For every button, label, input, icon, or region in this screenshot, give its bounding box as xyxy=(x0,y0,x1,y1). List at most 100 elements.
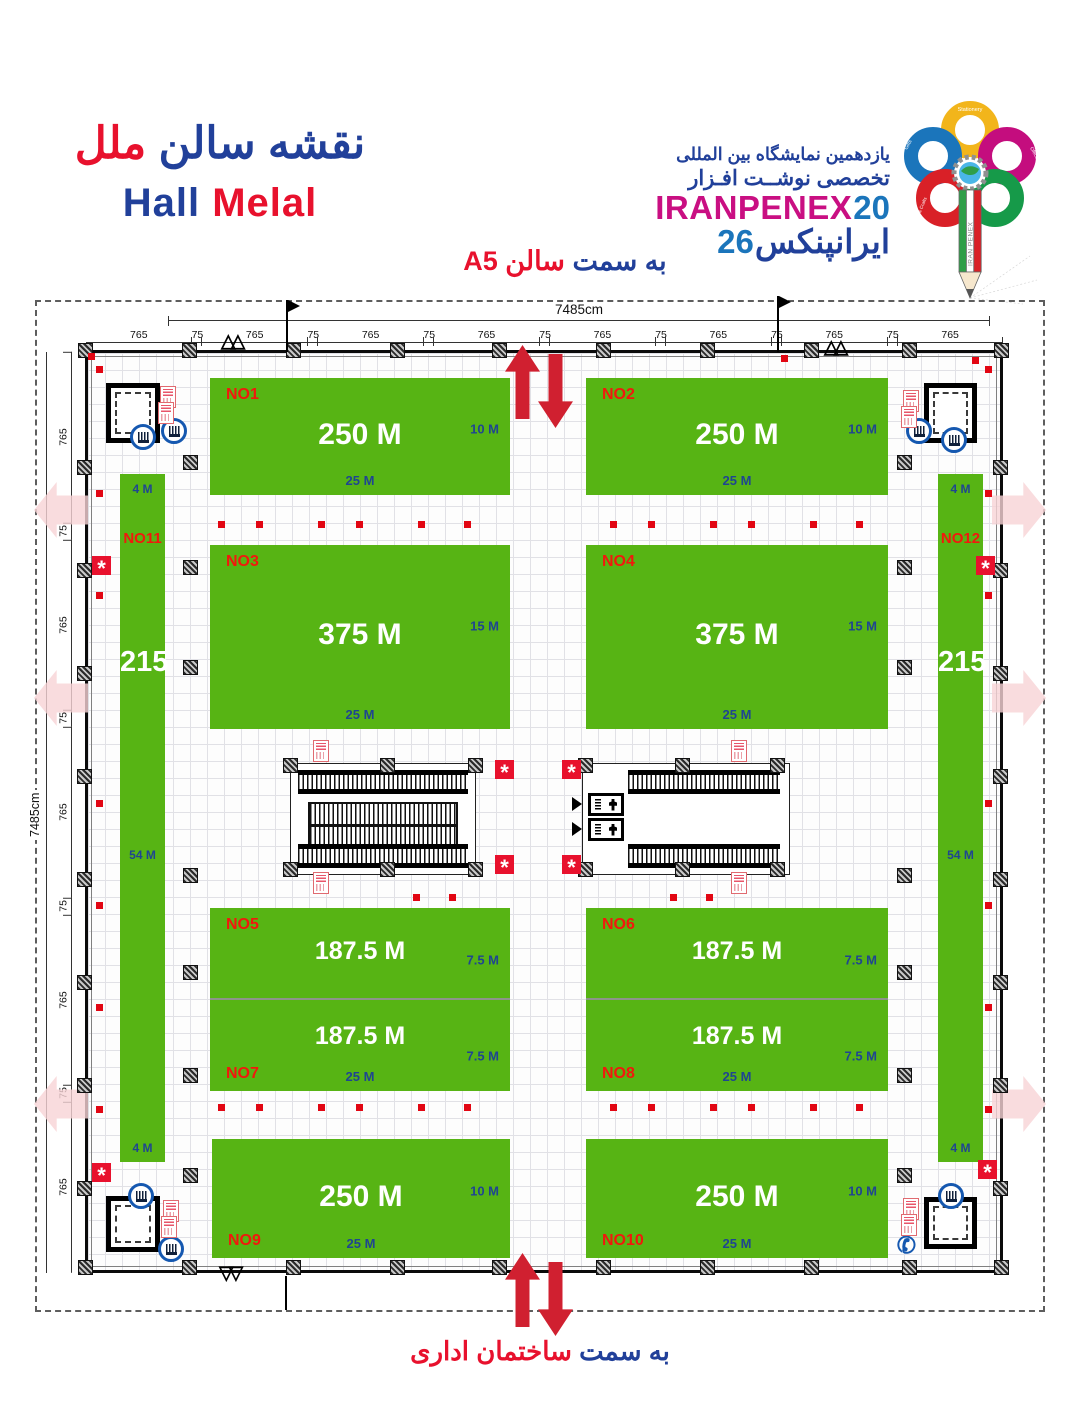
booth-number: NO1 xyxy=(226,386,259,403)
floor-marker-dot xyxy=(856,521,863,528)
booth-area: 187.5 M xyxy=(691,1021,783,1050)
strip-length-dim: 54 M xyxy=(129,848,156,862)
booth-no10[interactable]: NO10 250 M 10 M 25 M xyxy=(586,1139,888,1258)
fire-extinguisher-sign xyxy=(731,740,747,762)
floor-marker-dot xyxy=(88,353,95,360)
floor-marker-dot xyxy=(318,521,325,528)
direction-top-part1: به سمت xyxy=(572,246,667,276)
dim-label: 765 xyxy=(56,914,72,1086)
floor-marker-dot xyxy=(610,521,617,528)
floor-marker-dot xyxy=(218,521,225,528)
structural-column xyxy=(283,862,298,877)
floor-marker-dot xyxy=(218,1104,225,1111)
booth-no3[interactable]: NO3 375 M 15 M 25 M xyxy=(210,545,510,729)
structural-column xyxy=(993,769,1008,784)
booth-area: 250 M xyxy=(318,417,402,451)
dim-label: 75 xyxy=(771,329,783,346)
structural-column xyxy=(994,343,1009,358)
booth-no1[interactable]: NO1 250 M 10 M 25 M xyxy=(210,378,510,495)
booth-no5[interactable]: NO5 187.5 M 7.5 M xyxy=(210,908,510,1000)
booth-depth: 10 M xyxy=(470,421,499,437)
booth-no2[interactable]: NO2 250 M 10 M 25 M xyxy=(586,378,888,495)
service-kiosk-icon xyxy=(158,1236,184,1262)
svg-text:Stationery: Stationery xyxy=(958,107,983,113)
structural-column xyxy=(77,975,92,990)
floor-marker-dot xyxy=(985,592,992,599)
structural-column xyxy=(804,343,819,358)
floor-marker-dot xyxy=(318,1104,325,1111)
direction-bottom-part2: ساختمان اداری xyxy=(410,1336,572,1366)
svg-text:IRAN PENEX: IRAN PENEX xyxy=(968,221,975,266)
structural-column xyxy=(77,1078,92,1093)
door-icon xyxy=(221,330,240,353)
elevator-icon xyxy=(588,818,624,841)
floor-marker-dot xyxy=(710,521,717,528)
floor-marker-dot xyxy=(464,1104,471,1111)
booth-no4[interactable]: NO4 375 M 15 M 25 M xyxy=(586,545,888,729)
booth-no8[interactable]: NO8 187.5 M 7.5 M 25 M xyxy=(586,999,888,1091)
booth-no6[interactable]: NO6 187.5 M 7.5 M xyxy=(586,908,888,1000)
floor-marker-dot xyxy=(449,894,456,901)
booth-depth: 7.5 M xyxy=(844,1048,877,1064)
fire-extinguisher-sign xyxy=(313,872,329,894)
dim-label: 75 xyxy=(655,329,667,346)
booth-no7[interactable]: NO7 187.5 M 7.5 M 25 M xyxy=(210,999,510,1091)
elevator-entry-arrow-icon xyxy=(572,797,582,811)
booth-number: NO10 xyxy=(602,1232,644,1249)
fire-hose-icon xyxy=(978,1160,997,1179)
booth-area: 187.5 M xyxy=(314,1021,406,1050)
booth-number: NO5 xyxy=(226,916,259,933)
booth-no11[interactable]: 4 M NO11 215 54 M 4 M xyxy=(120,474,169,1162)
booth-width: 25 M xyxy=(722,1069,752,1084)
booth-area: 375 M xyxy=(318,617,402,651)
booth-area: 187.5 M xyxy=(314,936,406,965)
floor-marker-dot xyxy=(985,800,992,807)
arrow-up-icon xyxy=(505,1253,540,1327)
floor-marker-dot xyxy=(256,521,263,528)
booth-area: 215 xyxy=(120,646,169,678)
brand-row-latin: IRANPENEX 20 xyxy=(635,191,890,225)
structural-column xyxy=(993,1078,1008,1093)
booth-width: 25 M xyxy=(722,707,752,722)
structural-column xyxy=(993,563,1008,578)
structural-column xyxy=(183,1068,198,1083)
structural-column xyxy=(283,758,298,773)
fire-extinguisher-sign xyxy=(731,872,747,894)
structural-column xyxy=(993,872,1008,887)
booth-no9[interactable]: NO9 250 M 10 M 25 M xyxy=(212,1139,510,1258)
structural-column xyxy=(993,1181,1008,1196)
booth-depth: 10 M xyxy=(848,1183,877,1199)
floor-marker-dot xyxy=(670,894,677,901)
title-fa-part1: نقشه سالن xyxy=(158,119,366,168)
booth-width: 25 M xyxy=(722,473,752,488)
floor-marker-dot xyxy=(810,521,817,528)
structural-column xyxy=(994,1260,1009,1275)
booth-depth: 7.5 M xyxy=(466,1048,499,1064)
iranpenex-logo: یازدهمین نمایشگاه بین المللی تخصصی نوشــ… xyxy=(640,98,1045,313)
svg-text:Gifts: Gifts xyxy=(903,139,913,151)
dim-label: 765 xyxy=(317,329,424,346)
strip-top-dim: 4 M xyxy=(950,482,971,496)
structural-column xyxy=(77,872,92,887)
floor-marker-dot xyxy=(356,521,363,528)
structural-column xyxy=(77,460,92,475)
title-en-part1: Hall xyxy=(122,181,201,225)
total-width-dimension: 7485cm xyxy=(554,302,604,317)
booth-width: 25 M xyxy=(722,1236,752,1251)
title-fa-part2: ملل xyxy=(74,119,147,168)
structural-column xyxy=(380,862,395,877)
svg-text:Toys & Entertainment: Toys & Entertainment xyxy=(1018,213,1038,253)
page-title: نقشه سالن ملل Hall Melal xyxy=(50,118,390,226)
booth-depth: 15 M xyxy=(470,618,499,634)
structural-column xyxy=(897,660,912,675)
booth-width: 25 M xyxy=(345,707,375,722)
elevator-icon xyxy=(588,793,624,816)
booth-depth: 7.5 M xyxy=(844,952,877,968)
structural-column xyxy=(897,1068,912,1083)
booth-number: NO3 xyxy=(226,553,259,570)
floor-marker-dot xyxy=(985,1004,992,1011)
dim-label: 765 xyxy=(86,329,192,346)
booth-no12[interactable]: 4 M NO12 215 54 M 4 M xyxy=(938,474,986,1162)
